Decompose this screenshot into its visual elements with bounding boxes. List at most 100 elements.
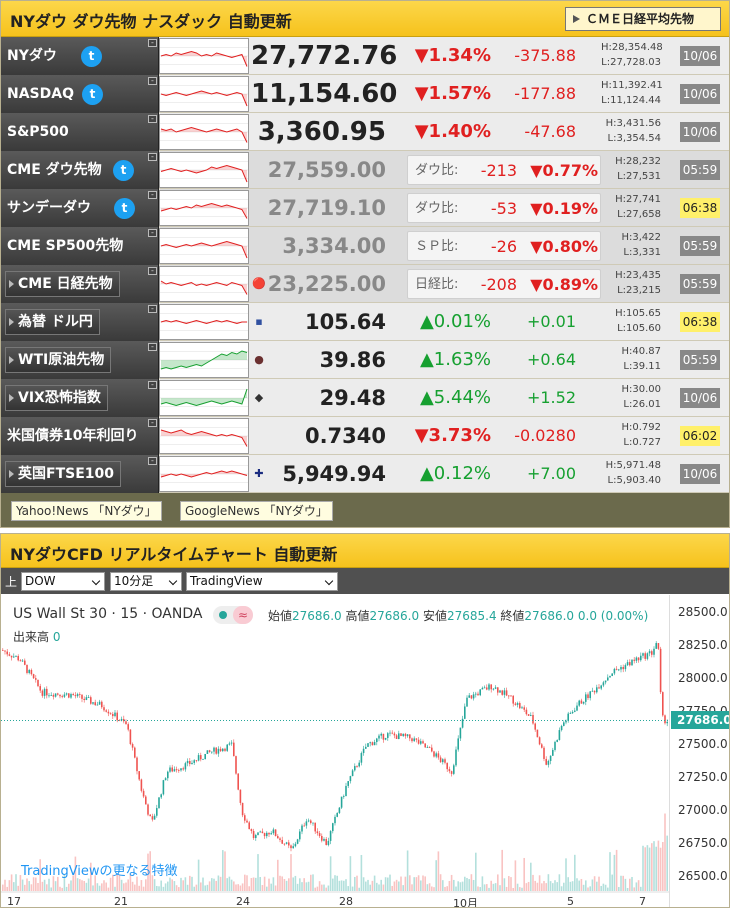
mini-chart[interactable] [159, 266, 249, 302]
mini-chart[interactable] [159, 304, 249, 340]
tradingview-features-link[interactable]: TradingViewの更なる特徴 [21, 864, 178, 879]
high-label: 高値 [345, 609, 370, 623]
comparison-value: -53 [490, 199, 517, 218]
change-amount: -47.68 [524, 122, 576, 141]
market-open-dot-icon [219, 611, 227, 619]
candle-body [547, 760, 550, 765]
volume-bar [116, 874, 118, 891]
candle-body [613, 668, 616, 674]
comparison-value: -26 [490, 237, 517, 256]
twitter-icon[interactable]: t [82, 84, 103, 105]
quote-name-cell[interactable]: NYダウ [1, 37, 159, 75]
price-axis[interactable]: 28500.028250.028000.027750.027500.027250… [669, 595, 729, 907]
candle-body [32, 674, 35, 679]
expand-icon[interactable]: - [148, 343, 157, 351]
twitter-icon[interactable]: t [113, 160, 134, 181]
volume-bar [175, 885, 178, 891]
volume-bar [257, 854, 259, 891]
yahoo-news-link[interactable]: Yahoo!News 「NYダウ」 [11, 501, 162, 521]
volume-bar [296, 883, 299, 891]
quote-name-cell[interactable]: CME 日経先物 [1, 265, 159, 303]
mini-chart[interactable] [159, 76, 249, 112]
quote-name-cell[interactable]: 為替 ドル円 [1, 303, 159, 341]
selector-label: 上 [5, 575, 18, 589]
volume-bar [41, 881, 44, 891]
quote-name-cell[interactable]: NASDAQ [1, 75, 159, 113]
interval-select[interactable]: 10分足 [110, 572, 182, 591]
quote-name[interactable]: 為替 ドル円 [5, 309, 100, 335]
quote-name-cell[interactable]: CME ダウ先物 [1, 151, 159, 189]
quote-name[interactable]: CME ダウ先物 [7, 162, 102, 178]
quote-name-cell[interactable]: S&P500 [1, 113, 159, 151]
mini-chart[interactable] [159, 190, 249, 226]
candle-body [525, 709, 528, 715]
quote-name-cell[interactable]: VIX恐怖指数 [1, 379, 159, 417]
expand-icon[interactable]: - [148, 153, 157, 161]
expand-icon[interactable]: - [148, 115, 157, 123]
volume-bar [464, 876, 466, 891]
quote-name[interactable]: 米国債券10年利回り [7, 428, 139, 444]
quote-name[interactable]: CME 日経先物 [5, 271, 120, 297]
quote-name[interactable]: CME SP500先物 [7, 238, 124, 254]
volume-bar [644, 847, 646, 891]
quote-name-cell[interactable]: 米国債券10年利回り [1, 417, 159, 455]
quote-name-cell[interactable]: CME SP500先物 [1, 227, 159, 265]
volume-bar [424, 876, 426, 891]
expand-icon[interactable]: - [148, 39, 157, 47]
expand-icon[interactable]: - [148, 305, 157, 313]
mini-chart[interactable] [159, 342, 249, 378]
volume-bar [637, 880, 640, 891]
quote-name[interactable]: NYダウ [7, 48, 57, 64]
expand-icon[interactable]: - [148, 419, 157, 427]
mini-chart[interactable] [159, 380, 249, 416]
quote-name[interactable]: 英国FTSE100 [5, 461, 121, 487]
twitter-icon[interactable]: t [114, 198, 135, 219]
mini-chart[interactable] [159, 228, 249, 264]
current-price-label: 27686.0 [671, 711, 729, 730]
quote-name-cell[interactable]: 英国FTSE100 [1, 455, 159, 493]
mini-chart[interactable] [159, 152, 249, 188]
candle-body [444, 759, 446, 763]
quote-name-cell[interactable]: WTI原油先物 [1, 341, 159, 379]
candle-body [442, 759, 444, 763]
quote-name[interactable]: VIX恐怖指数 [5, 385, 108, 411]
expand-icon[interactable]: - [148, 267, 157, 275]
candle-body [28, 669, 30, 673]
mini-chart[interactable] [159, 38, 249, 74]
expand-icon[interactable]: - [148, 457, 157, 465]
expand-icon[interactable]: - [148, 381, 157, 389]
volume-bar [261, 885, 264, 891]
volume-bar [365, 881, 367, 891]
candle-body [501, 690, 503, 695]
chart-symbol: US Wall St 30 · 15 · OANDA [13, 606, 203, 622]
quote-price: 29.48 [319, 386, 386, 410]
expand-icon[interactable]: - [148, 77, 157, 85]
quote-name[interactable]: WTI原油先物 [5, 347, 112, 373]
expand-icon[interactable]: - [148, 229, 157, 237]
quote-name[interactable]: S&P500 [7, 124, 69, 140]
change-amount: +7.00 [526, 464, 576, 483]
google-news-link[interactable]: GoogleNews 「NYダウ」 [180, 501, 333, 521]
candle-body [224, 748, 226, 751]
candle-body [191, 762, 193, 765]
twitter-icon[interactable]: t [81, 46, 102, 67]
tradingview-chart[interactable]: US Wall St 30 · 15 · OANDA ≈ 始値27686.0 高… [1, 595, 729, 908]
mini-chart[interactable] [159, 456, 249, 492]
mini-chart[interactable] [159, 418, 249, 454]
volume-bar [435, 860, 437, 891]
high-low: H:105.65 L:105.60 [601, 306, 661, 336]
quote-name[interactable]: サンデーダウ [7, 200, 91, 216]
quote-name[interactable]: NASDAQ [7, 86, 74, 102]
volume-bar [156, 885, 158, 891]
candlestick-plot[interactable] [1, 595, 669, 908]
cme-nikkei-button[interactable]: ＣＭＥ日経平均先物 [565, 7, 721, 31]
expand-icon[interactable]: - [148, 191, 157, 199]
mini-chart[interactable] [159, 114, 249, 150]
volume-bar [63, 874, 66, 891]
candle-body [118, 720, 121, 722]
volume-bar [237, 884, 239, 891]
symbol-select[interactable]: DOW [21, 572, 105, 591]
quote-name-cell[interactable]: サンデーダウ [1, 189, 159, 227]
chart-source-select[interactable]: TradingView [186, 572, 338, 591]
candle-body [527, 714, 530, 716]
